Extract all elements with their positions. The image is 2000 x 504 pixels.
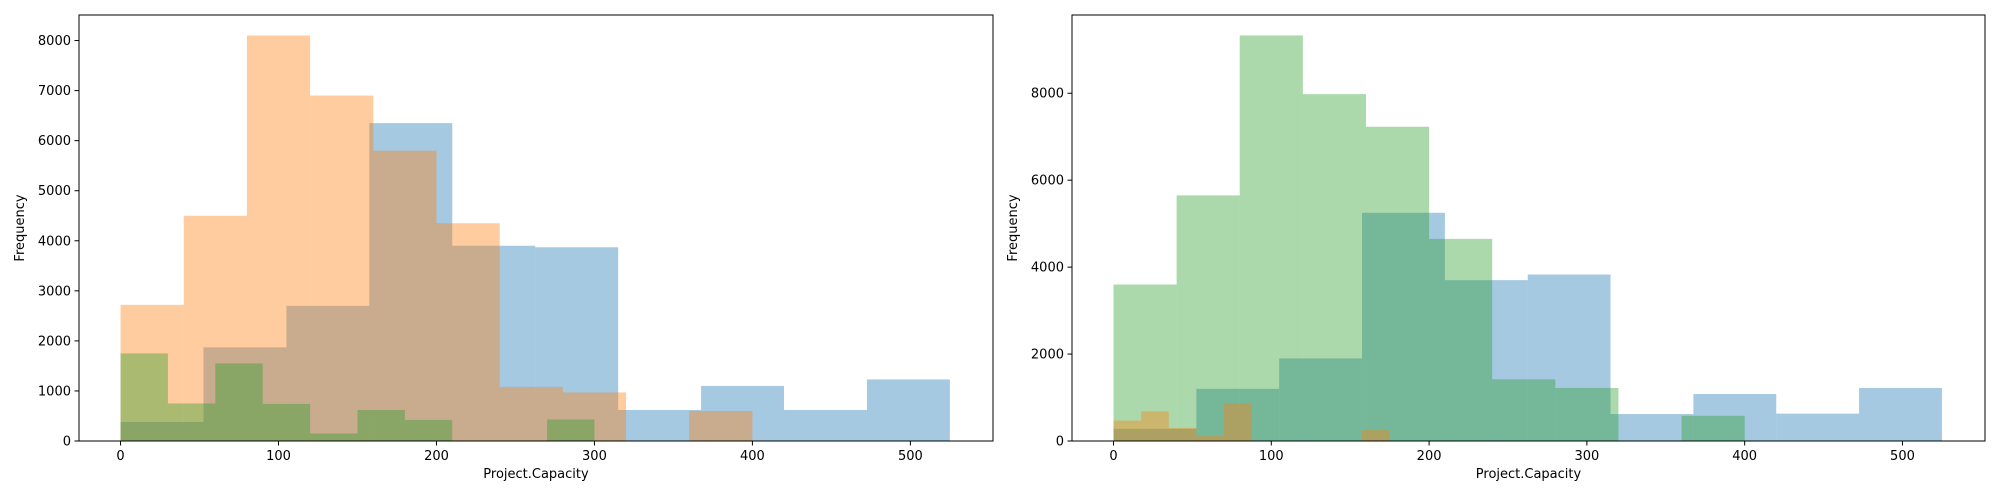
histogram-bar	[436, 223, 500, 441]
histogram-bar	[310, 95, 374, 441]
histogram-bar	[1362, 212, 1445, 441]
histogram-bar	[499, 386, 563, 441]
histogram-bar	[1196, 388, 1280, 441]
histogram-bar	[1693, 394, 1777, 441]
histogram-bar	[1362, 430, 1390, 441]
y-tick-label: 3000	[38, 284, 71, 299]
histogram-bar	[167, 403, 216, 441]
histogram-bar	[310, 433, 358, 441]
x-tick-label: 300	[582, 449, 607, 464]
y-tick-label: 2000	[38, 334, 71, 349]
y-tick-label: 6000	[38, 134, 71, 149]
histogram-bar	[1196, 435, 1224, 441]
histogram-bar	[1429, 238, 1493, 441]
histogram-bar	[357, 409, 405, 441]
y-tick-label: 4000	[1031, 261, 1064, 276]
histogram-bar	[1113, 428, 1197, 441]
y-tick-label: 6000	[1031, 174, 1064, 189]
histogram-bar	[618, 409, 702, 441]
x-tick-label: 300	[1574, 449, 1599, 464]
y-tick-label: 4000	[38, 234, 71, 249]
y-axis-label: Frequency	[13, 194, 28, 261]
histogram-bar	[1279, 358, 1363, 441]
histogram-bar	[1610, 414, 1694, 441]
y-tick-label: 1000	[38, 384, 71, 399]
x-axis-label: Project.Capacity	[483, 467, 589, 482]
histogram-bar	[1113, 420, 1142, 441]
x-tick-label: 0	[1109, 449, 1117, 464]
histogram-bar	[452, 245, 536, 441]
y-axis-label: Frequency	[1006, 194, 1021, 261]
histogram-bar	[1239, 35, 1303, 442]
histogram-bar	[689, 410, 753, 441]
histogram-bar	[1365, 126, 1430, 442]
histogram-bar	[1681, 415, 1745, 441]
x-tick-label: 400	[1732, 449, 1757, 464]
histogram-bar	[215, 363, 263, 441]
y-tick-label: 0	[1056, 435, 1064, 450]
x-tick-label: 400	[740, 449, 765, 464]
histogram-bar	[120, 304, 184, 441]
histogram-bar	[701, 385, 785, 441]
histogram-bar	[246, 35, 311, 442]
histogram-bar	[262, 403, 311, 441]
histogram-bar	[1555, 387, 1619, 441]
histogram-bar	[404, 419, 453, 441]
histogram-bar	[1168, 427, 1197, 441]
histogram-bar	[1113, 284, 1177, 441]
histogram-bar	[866, 379, 950, 441]
x-tick-label: 500	[898, 449, 923, 464]
histogram-bar	[120, 353, 168, 441]
x-tick-label: 200	[1417, 449, 1442, 464]
x-tick-label: 500	[1890, 449, 1915, 464]
y-tick-label: 5000	[38, 184, 71, 199]
axes-frame	[1071, 14, 1986, 442]
histogram-bar	[535, 247, 619, 441]
x-tick-label: 100	[1259, 449, 1284, 464]
x-tick-label: 100	[266, 449, 291, 464]
x-axis-label: Project.Capacity	[1476, 467, 1582, 482]
histogram-bar	[203, 347, 287, 441]
y-tick-label: 8000	[1031, 87, 1064, 102]
y-tick-label: 0	[63, 435, 71, 450]
y-tick-label: 2000	[1031, 348, 1064, 363]
histogram-bar	[1223, 403, 1252, 441]
histogram-bar	[1492, 379, 1556, 441]
histogram-bar	[183, 215, 247, 441]
histogram-bar	[373, 150, 437, 441]
histogram-bar	[562, 392, 627, 441]
histogram-bar	[1176, 195, 1240, 441]
histogram-bar	[1141, 411, 1169, 441]
y-tick-label: 8000	[38, 34, 71, 49]
histogram-bar	[1776, 413, 1860, 441]
histogram-bar	[547, 419, 595, 441]
histogram-bar	[286, 305, 370, 441]
x-tick-label: 0	[116, 449, 124, 464]
histogram-bar	[784, 409, 867, 441]
histogram-bar	[1527, 274, 1611, 441]
histogram-bar	[1444, 280, 1528, 441]
axes-frame	[78, 14, 994, 442]
histogram-bar	[1302, 94, 1366, 441]
x-tick-label: 200	[424, 449, 449, 464]
y-tick-label: 7000	[38, 84, 71, 99]
histogram-bar	[120, 421, 204, 441]
histogram-bar	[369, 123, 453, 442]
histogram-bar	[1859, 387, 1942, 441]
